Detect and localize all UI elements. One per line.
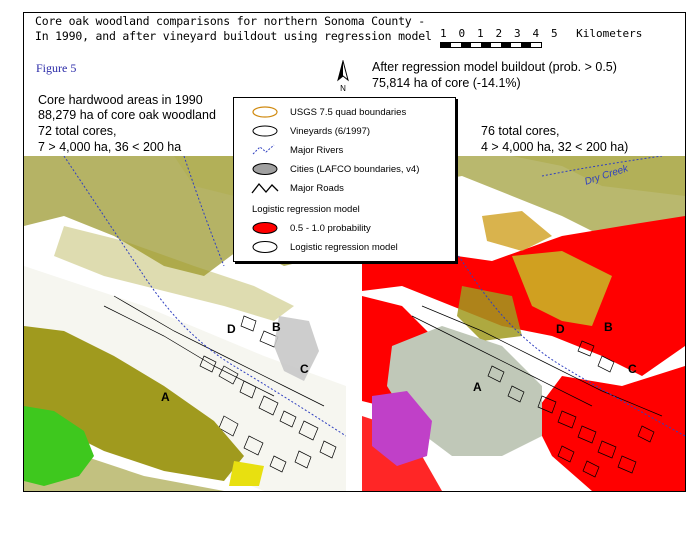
river-icon	[252, 144, 275, 155]
left-breakdown: 7 > 4,000 ha, 36 < 200 ha	[38, 140, 182, 154]
road-icon	[251, 182, 279, 194]
legend-model-heading: Logistic regression model	[252, 204, 360, 215]
right-breakdown: 4 > 4,000 ha, 32 < 200 ha)	[481, 140, 629, 154]
svg-text:N: N	[340, 84, 346, 93]
right-core-label-c: C	[628, 362, 637, 376]
left-cores: 72 total cores,	[38, 124, 117, 138]
right-cores: 76 total cores,	[481, 124, 560, 138]
red-fill-icon	[252, 222, 278, 234]
title-line-1: Core oak woodland comparisons for northe…	[35, 14, 425, 28]
legend-item-vineyards: Vineyards (6/1997)	[248, 124, 370, 138]
map-legend: USGS 7.5 quad boundaries Vineyards (6/19…	[233, 97, 456, 262]
right-core-label-b: B	[604, 320, 613, 334]
left-core-label-d: D	[227, 322, 236, 336]
left-heading: Core hardwood areas in 1990	[38, 93, 203, 107]
legend-item-roads: Major Roads	[248, 181, 344, 195]
orange-outline-icon	[252, 106, 278, 118]
title-line-2: In 1990, and after vineyard buildout usi…	[35, 29, 432, 43]
left-area: 88,279 ha of core oak woodland	[38, 108, 216, 122]
left-core-label-c: C	[300, 362, 309, 376]
legend-item-cities: Cities (LAFCO boundaries, v4)	[248, 162, 419, 176]
left-core-label-b: B	[272, 320, 281, 334]
right-core-label-a: A	[473, 380, 482, 394]
left-core-label-a: A	[161, 390, 170, 404]
figure-label: Figure 5	[36, 61, 77, 75]
figure-title: Core oak woodland comparisons for northe…	[35, 14, 432, 44]
legend-item-quads: USGS 7.5 quad boundaries	[248, 105, 406, 119]
legend-item-model: Logistic regression model	[248, 240, 398, 254]
black-outline-icon	[252, 125, 278, 137]
legend-label: Cities (LAFCO boundaries, v4)	[290, 163, 420, 175]
right-core-label-d: D	[556, 322, 565, 336]
scale-unit: Kilometers	[576, 27, 643, 40]
legend-label: Major Rivers	[290, 144, 344, 156]
legend-item-rivers: Major Rivers	[248, 143, 343, 157]
scale-bar	[440, 42, 542, 48]
gray-fill-icon	[252, 163, 278, 175]
legend-label: Vineyards (6/1997)	[290, 125, 371, 137]
legend-label: Major Roads	[290, 182, 344, 194]
legend-label: Logistic regression model	[290, 241, 398, 253]
white-fill-icon	[252, 241, 278, 253]
north-arrow-icon: N	[337, 60, 349, 93]
legend-label: USGS 7.5 quad boundaries	[290, 106, 407, 118]
right-heading: After regression model buildout (prob. >…	[372, 60, 617, 74]
legend-item-probability: 0.5 - 1.0 probability	[248, 221, 371, 235]
right-area: 75,814 ha of core (-14.1%)	[372, 76, 521, 90]
legend-label: 0.5 - 1.0 probability	[290, 222, 371, 234]
